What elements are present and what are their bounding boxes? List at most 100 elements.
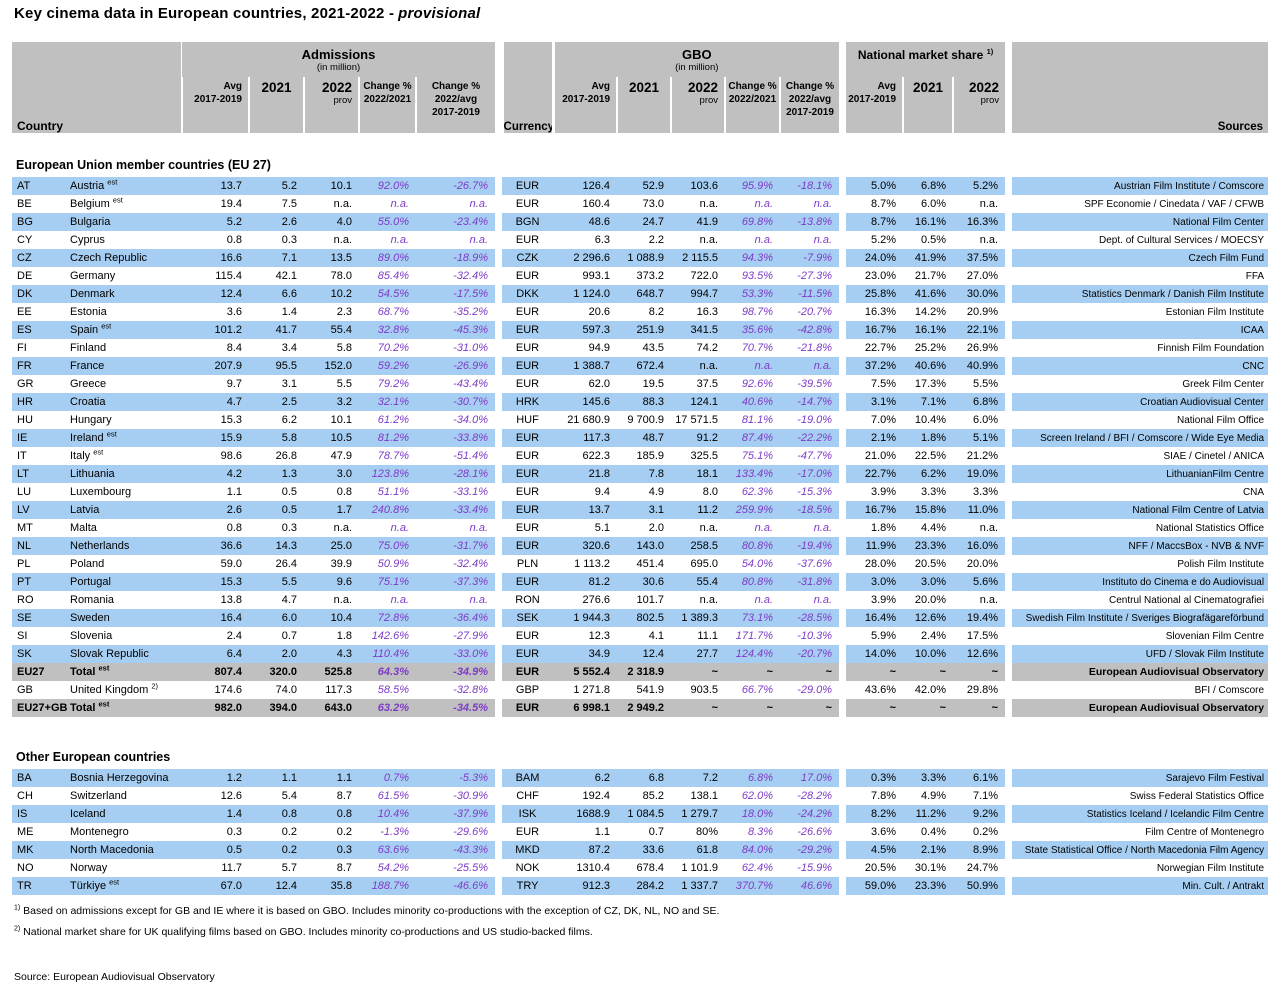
cell-country-code: DK (12, 285, 70, 303)
cell-gbo-2022: 722.0 (690, 270, 719, 282)
gutter (495, 699, 503, 717)
cell-ms-2021: 1.8% (903, 429, 954, 447)
cell-adm-change-2022-2021: 70.2% (377, 342, 409, 354)
gutter (839, 877, 847, 895)
cell-adm-avg: 15.3 (220, 414, 242, 426)
cell-ms-2022: 6.0% (973, 414, 999, 426)
cell-adm-2022: n.a. (333, 594, 352, 606)
cell-adm-2021: 0.3 (281, 522, 297, 534)
cell-ms-avg: 7.0% (870, 414, 897, 426)
table-row-CY: CY Cyprus 0.8 0.3 n.a. n.a. n.a. EUR 6.3 2.2 n.a. n… (12, 231, 1268, 249)
cell-gbo-2021: 48.7 (617, 429, 672, 447)
cell-gbo-2021: 33.6 (617, 841, 672, 859)
cell-gbo-avg: 1 124.0 (553, 285, 618, 303)
gutter (1005, 645, 1013, 663)
cell-gbo-change-2022-avg: -42.8% (780, 321, 840, 339)
cell-gbo-change-2022-avg: -29.0% (797, 684, 833, 696)
cell-ms-2021: 0.5% (920, 234, 947, 246)
cell-adm-change-2022-avg: -27.9% (453, 630, 489, 642)
cell-country-name: Austria est (70, 177, 182, 195)
cell-ms-2022: n.a. (979, 594, 999, 606)
gutter (495, 555, 503, 573)
cell-adm-change-2022-avg: -30.9% (453, 790, 489, 802)
cell-ms-avg: 37.2% (846, 357, 904, 375)
cell-ms-2022: 11.0% (953, 501, 1006, 519)
cell-gbo-avg: 6 998.1 (553, 699, 618, 717)
cell-sources: National Film Center (1012, 213, 1269, 231)
cell-adm-change-2022-avg: -33.1% (453, 486, 489, 498)
cell-country-name: Bulgaria (70, 213, 182, 231)
gutter (839, 627, 847, 645)
cell-currency: TRY (502, 877, 554, 895)
cell-adm-avg: 98.6 (220, 450, 242, 462)
cell-sources: Swedish Film Institute / Sveriges Biogra… (1012, 609, 1269, 627)
cell-gbo-change-2022-avg: n.a. (813, 522, 833, 534)
cell-gbo-2021: 251.9 (617, 321, 672, 339)
cell-ms-2022: 12.6% (953, 645, 1006, 663)
cell-adm-2022: n.a. (333, 198, 352, 210)
cell-currency: EUR (502, 429, 554, 447)
cell-adm-avg: 67.0 (182, 877, 249, 895)
cell-gbo-avg: 622.3 (582, 450, 611, 462)
cell-gbo-change-2022-avg: -27.3% (797, 270, 833, 282)
cell-gbo-2021: 185.9 (636, 450, 665, 462)
section-title-cell: European Union member countries (EU 27) (12, 133, 1269, 177)
cell-sources: Polish Film Institute (1177, 558, 1265, 570)
cell-gbo-2022: 994.7 (671, 285, 726, 303)
cell-gbo-2021: 672.4 (617, 357, 672, 375)
cell-gbo-change-2022-2021: 93.5% (741, 270, 774, 282)
gutter (839, 769, 847, 787)
country-column-header: Country (12, 42, 182, 133)
cell-adm-2021: 95.5 (249, 357, 304, 375)
cell-ms-2022: 8.9% (953, 841, 1006, 859)
table-row-GB: GB United Kingdom 2) 174.6 74.0 117.3 58.5% -3… (12, 681, 1268, 699)
section-title-cell: Other European countries (12, 741, 1269, 769)
cell-country-code: PL (17, 558, 31, 570)
cell-gbo-change-2022-avg: -15.9% (797, 862, 833, 874)
cell-ms-2021: 41.6% (903, 285, 954, 303)
cell-adm-change-2022-avg: -33.8% (416, 429, 496, 447)
cell-adm-change-2022-avg: -32.4% (453, 558, 489, 570)
cell-ms-2021: 15.8% (903, 501, 954, 519)
section-title-row: European Union member countries (EU 27) (12, 133, 1269, 177)
cell-currency: EUR (502, 177, 554, 195)
cell-gbo-2021: 648.7 (617, 285, 672, 303)
cell-sources: Centrul National al Cinematografiei (1109, 594, 1265, 606)
cell-country-name: Portugal (70, 573, 182, 591)
table-row-BA: BA Bosnia Herzegovina 1.2 1.1 1.1 0.7% -5.3% BA… (12, 769, 1269, 787)
cell-currency: HRK (502, 393, 554, 411)
cell-gbo-avg: 12.3 (588, 630, 611, 642)
cell-sources: CNA (1242, 486, 1265, 498)
cell-adm-change-2022-2021: 81.2% (359, 429, 416, 447)
cell-gbo-change-2022-avg: -7.9% (780, 249, 840, 267)
cell-adm-change-2022-avg: -51.4% (453, 450, 489, 462)
cell-adm-change-2022-2021: -1.3% (380, 826, 409, 838)
cell-adm-2022: 1.1 (304, 769, 359, 787)
gutter (839, 357, 847, 375)
cell-adm-2022: 4.3 (304, 645, 359, 663)
cell-gbo-2022: 124.1 (671, 393, 726, 411)
cell-currency: EUR (515, 270, 540, 282)
cell-adm-change-2022-2021: 32.1% (359, 393, 416, 411)
cell-adm-change-2022-2021: 188.7% (359, 877, 416, 895)
cell-adm-change-2022-avg: -37.3% (416, 573, 496, 591)
cell-ms-avg: 3.0% (846, 573, 904, 591)
gutter (495, 177, 503, 195)
gutter (495, 447, 503, 465)
cell-gbo-2021: 52.9 (617, 177, 672, 195)
cell-currency: EUR (502, 321, 554, 339)
cell-adm-2022: n.a. (333, 234, 352, 246)
cell-gbo-change-2022-avg: -17.0% (780, 465, 840, 483)
cell-gbo-2022: ~ (671, 663, 726, 681)
cell-gbo-2021: 678.4 (636, 862, 665, 874)
cell-gbo-avg: 276.6 (582, 594, 611, 606)
gutter (839, 483, 847, 501)
cell-country-code: GB (17, 684, 33, 696)
cell-gbo-avg: 6.2 (553, 769, 618, 787)
cell-ms-2021: 3.0% (903, 573, 954, 591)
cell-ms-2021: 6.2% (903, 465, 954, 483)
table-row-MT: MT Malta 0.8 0.3 n.a. n.a. n.a. EUR 5.1 2.0 n.a. n.… (12, 519, 1268, 537)
cell-gbo-change-2022-2021: 53.3% (725, 285, 781, 303)
cell-country-name: Switzerland (70, 790, 127, 802)
cell-gbo-2022: 903.5 (690, 684, 719, 696)
